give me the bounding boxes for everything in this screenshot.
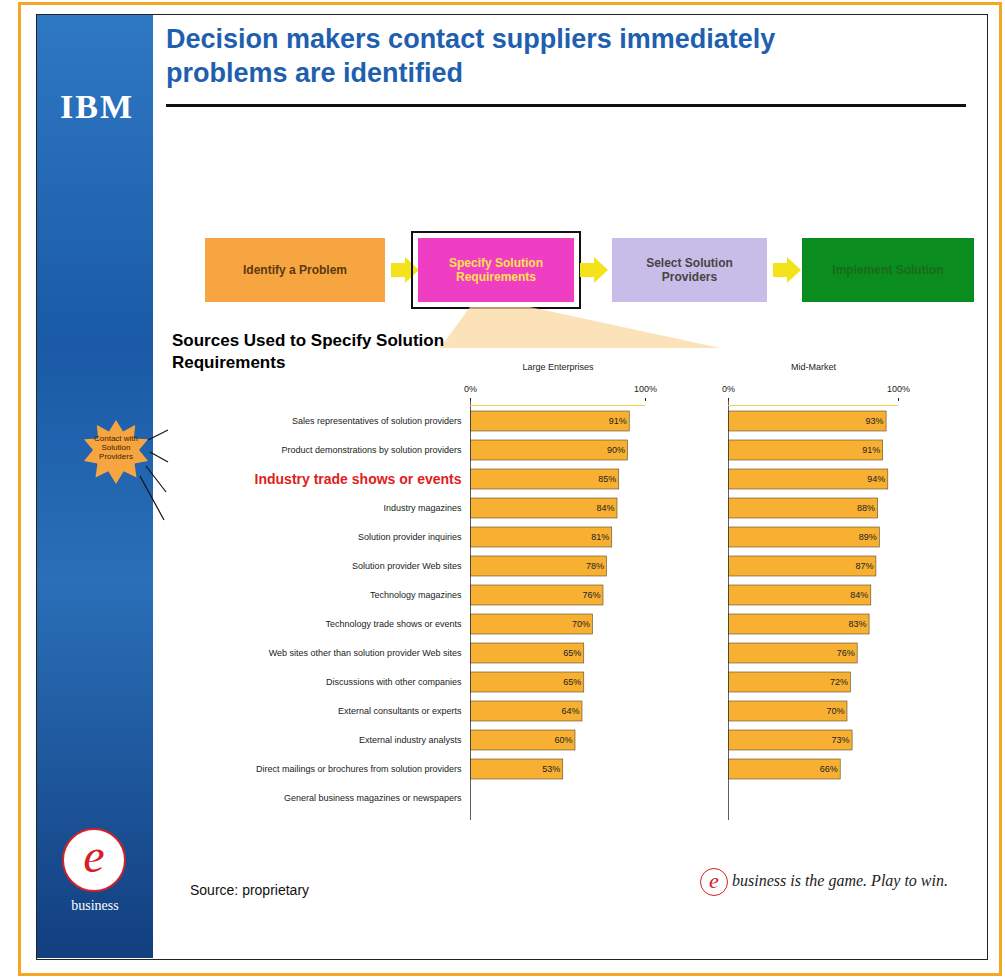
html-text:Source: proprietary: Source: proprietary <box>190 882 310 898</box>
svg-text:64%: 64% <box>561 706 579 716</box>
svg-text:93%: 93% <box>866 416 884 426</box>
html-text:Identify a Problem: Identify a Problem <box>243 263 347 277</box>
svg-text:Large Enterprises: Large Enterprises <box>522 362 594 372</box>
svg-text:0%: 0% <box>464 384 477 394</box>
svg-text:91%: 91% <box>862 445 880 455</box>
svg-text:72%: 72% <box>830 677 848 687</box>
svg-text:76%: 76% <box>582 590 600 600</box>
html-text:Decision makers contact suppli: Decision makers contact suppliers immedi… <box>166 24 776 88</box>
html-text:Select Solution Providers: Select Solution Providers <box>646 256 733 284</box>
svg-text:89%: 89% <box>859 532 877 542</box>
html-text:Contact with Solution Provider: Contact with Solution Providers <box>94 434 138 461</box>
svg-text:84%: 84% <box>850 590 868 600</box>
html-text:IBM: IBM <box>60 88 134 125</box>
svg-text:60%: 60% <box>554 735 572 745</box>
svg-text:Sales representatives of solut: Sales representatives of solution provid… <box>292 416 462 426</box>
svg-text:70%: 70% <box>826 706 844 716</box>
svg-text:External industry analysts: External industry analysts <box>359 735 462 745</box>
svg-text:General business magazines or: General business magazines or newspapers <box>284 793 462 803</box>
svg-text:0%: 0% <box>722 384 735 394</box>
svg-text:66%: 66% <box>820 764 838 774</box>
svg-text:Industry trade shows or events: Industry trade shows or events <box>255 471 462 487</box>
svg-text:85%: 85% <box>598 474 616 484</box>
svg-text:70%: 70% <box>572 619 590 629</box>
svg-text:91%: 91% <box>609 416 627 426</box>
html-text:business is the game. Play to: business is the game. Play to win. <box>732 872 948 889</box>
svg-text:84%: 84% <box>596 503 614 513</box>
svg-text:90%: 90% <box>607 445 625 455</box>
svg-text:87%: 87% <box>855 561 873 571</box>
svg-text:Direct mailings or brochures f: Direct mailings or brochures from soluti… <box>256 764 462 774</box>
svg-text:83%: 83% <box>849 619 867 629</box>
svg-text:94%: 94% <box>867 474 885 484</box>
html-text:Sources Used to Specify Soluti: Sources Used to Specify Solution Require… <box>172 331 445 372</box>
svg-text:78%: 78% <box>586 561 604 571</box>
svg-text:53%: 53% <box>542 764 560 774</box>
svg-text:Technology magazines: Technology magazines <box>370 590 462 600</box>
html-text:e: e <box>709 868 719 893</box>
svg-text:65%: 65% <box>563 648 581 658</box>
svg-text:Industry magazines: Industry magazines <box>383 503 462 513</box>
svg-text:88%: 88% <box>857 503 875 513</box>
svg-text:100%: 100% <box>887 384 910 394</box>
svg-text:Discussions with other compani: Discussions with other companies <box>326 677 462 687</box>
svg-text:65%: 65% <box>563 677 581 687</box>
svg-text:73%: 73% <box>832 735 850 745</box>
svg-text:External consultants or expert: External consultants or experts <box>338 706 462 716</box>
svg-text:Solution provider Web sites: Solution provider Web sites <box>352 561 462 571</box>
svg-text:Product demonstrations by solu: Product demonstrations by solution provi… <box>281 445 462 455</box>
html-text:Specify Solution Requirements: Specify Solution Requirements <box>449 256 543 284</box>
html-text:business: business <box>71 898 119 913</box>
svg-text:76%: 76% <box>837 648 855 658</box>
svg-text:Web sites other than solution: Web sites other than solution provider W… <box>269 648 462 658</box>
svg-text:Mid-Market: Mid-Market <box>791 362 837 372</box>
html-text:e: e <box>83 829 105 882</box>
svg-text:100%: 100% <box>634 384 657 394</box>
html-text:Implement Solution: Implement Solution <box>832 263 944 277</box>
svg-text:Solution provider inquiries: Solution provider inquiries <box>358 532 462 542</box>
svg-text:81%: 81% <box>591 532 609 542</box>
svg-text:Technology trade shows or even: Technology trade shows or events <box>325 619 462 629</box>
